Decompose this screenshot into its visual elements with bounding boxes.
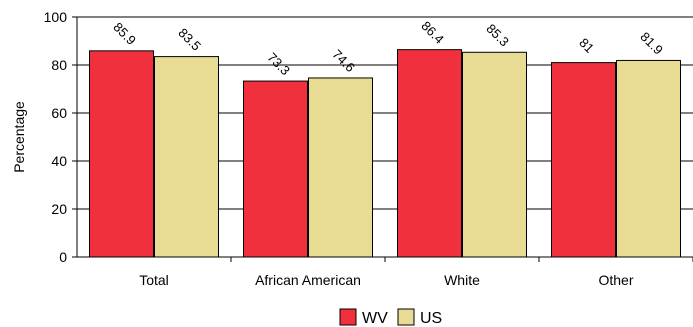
y-tick-label: 100 bbox=[44, 9, 68, 25]
data-label: 73.3 bbox=[264, 50, 293, 79]
legend-swatch-us bbox=[397, 308, 415, 326]
category-label: Other bbox=[598, 272, 633, 288]
bars bbox=[89, 49, 681, 258]
data-label: 81.9 bbox=[637, 29, 666, 58]
category-labels: Total African American White Other bbox=[139, 272, 634, 288]
y-tick-label: 60 bbox=[51, 105, 67, 121]
category-label: White bbox=[444, 272, 480, 288]
data-label: 85.3 bbox=[483, 21, 512, 50]
data-label: 83.5 bbox=[175, 25, 204, 54]
y-tick-label: 40 bbox=[51, 153, 67, 169]
bar-us bbox=[308, 77, 373, 258]
bar-wv bbox=[397, 49, 462, 258]
data-label: 86.4 bbox=[418, 18, 447, 47]
data-label: 85.9 bbox=[110, 19, 139, 48]
y-tick-label: 0 bbox=[59, 249, 67, 265]
y-tick-label: 20 bbox=[51, 201, 67, 217]
legend-swatch-wv bbox=[339, 308, 357, 326]
bar-us bbox=[154, 56, 219, 258]
bar-us bbox=[616, 59, 681, 258]
bar-wv bbox=[89, 50, 154, 258]
axes bbox=[72, 16, 693, 262]
bar-wv bbox=[551, 62, 616, 258]
bar-us bbox=[462, 51, 527, 258]
category-label: Total bbox=[139, 272, 169, 288]
legend-label-wv: WV bbox=[362, 310, 388, 327]
y-tick-label: 80 bbox=[51, 57, 67, 73]
data-label: 74.6 bbox=[329, 47, 358, 76]
legend-label-us: US bbox=[420, 310, 442, 327]
y-axis-title: Percentage bbox=[11, 101, 27, 173]
y-tick-labels: 0 20 40 60 80 100 bbox=[44, 9, 68, 265]
bar-wv bbox=[243, 80, 308, 258]
data-label: 81 bbox=[576, 35, 597, 56]
category-label: African American bbox=[255, 272, 361, 288]
legend: WV US bbox=[339, 308, 442, 327]
